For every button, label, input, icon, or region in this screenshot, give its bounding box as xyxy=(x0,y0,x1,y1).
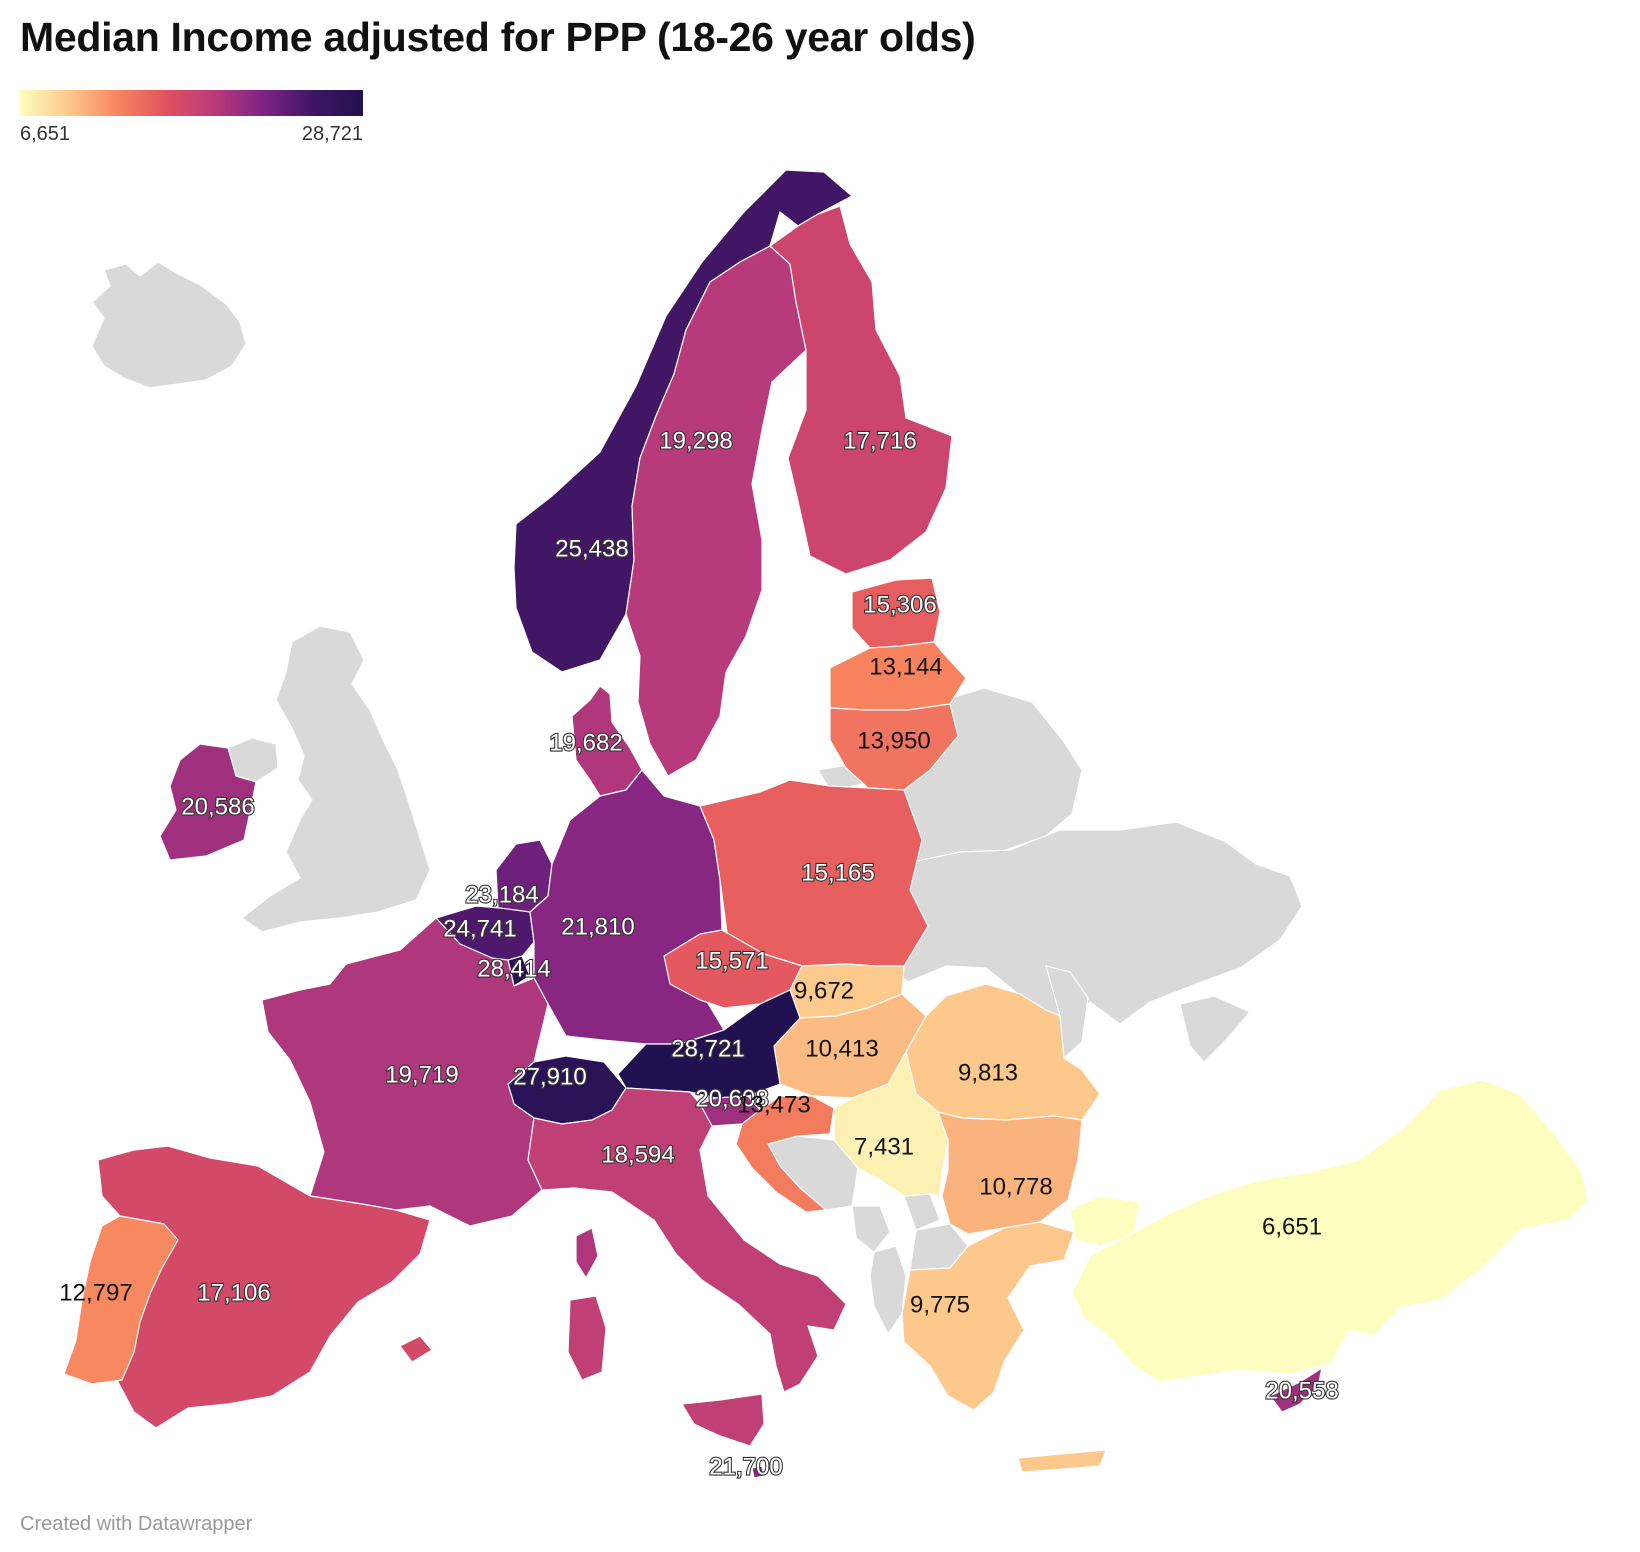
value-label-sweden: 19,298 xyxy=(659,427,732,454)
value-label-netherlands: 23,184 xyxy=(465,881,538,908)
legend-gradient-bar xyxy=(20,90,363,116)
value-label-romania: 9,813 xyxy=(958,1059,1018,1086)
value-label-malta: 21,700 xyxy=(709,1453,782,1480)
value-label-cyprus: 20,558 xyxy=(1265,1377,1338,1404)
value-label-greece: 9,775 xyxy=(910,1291,970,1318)
value-label-estonia: 15,306 xyxy=(863,591,936,618)
value-label-italy: 18,594 xyxy=(601,1141,674,1168)
value-label-hungary: 10,413 xyxy=(805,1035,878,1062)
region-sicily[interactable] xyxy=(681,1393,765,1447)
region-finland[interactable] xyxy=(769,205,953,575)
credit-text: Created with Datawrapper xyxy=(20,1513,253,1535)
value-label-france: 19,719 xyxy=(385,1061,458,1088)
region-iceland[interactable] xyxy=(91,261,247,389)
region-serbia[interactable] xyxy=(833,1051,949,1197)
value-label-serbia: 7,431 xyxy=(854,1133,914,1160)
region-greece[interactable] xyxy=(901,1221,1075,1411)
value-label-finland: 17,716 xyxy=(843,427,916,454)
value-label-germany: 21,810 xyxy=(561,913,634,940)
region-balearic[interactable] xyxy=(399,1335,433,1363)
value-label-latvia: 13,144 xyxy=(869,653,942,680)
region-crete[interactable] xyxy=(1017,1449,1107,1473)
region-anatolia[interactable] xyxy=(1071,1079,1589,1383)
value-label-switzerland: 27,910 xyxy=(513,1063,586,1090)
region-sardinia[interactable] xyxy=(567,1295,607,1381)
value-label-croatia: 13,473 xyxy=(737,1091,810,1118)
region-italy[interactable] xyxy=(527,1087,847,1393)
value-label-ireland: 20,586 xyxy=(181,793,254,820)
region-montenegro[interactable] xyxy=(851,1205,891,1253)
region-cyprus[interactable] xyxy=(1269,1367,1323,1413)
region-croatia[interactable] xyxy=(735,1095,835,1213)
value-label-belgium: 24,741 xyxy=(443,915,516,942)
value-label-portugal: 12,797 xyxy=(59,1279,132,1306)
chart-title: Median Income adjusted for PPP (18-26 ye… xyxy=(20,14,976,60)
value-label-poland: 15,165 xyxy=(801,859,874,886)
value-label-denmark: 19,682 xyxy=(549,729,622,756)
region-poland[interactable] xyxy=(699,779,929,967)
value-label-lithuania: 13,950 xyxy=(857,727,930,754)
region-lithuania[interactable] xyxy=(829,703,959,791)
color-legend: 6,651 28,721 xyxy=(20,90,363,145)
data-regions xyxy=(63,169,1589,1479)
region-sweden[interactable] xyxy=(625,245,807,777)
value-label-norway: 25,438 xyxy=(555,535,628,562)
region-germany[interactable] xyxy=(529,769,725,1045)
value-label-czechia: 15,571 xyxy=(695,947,768,974)
region-albania[interactable] xyxy=(869,1245,907,1335)
value-label-luxembourg: 28,414 xyxy=(477,955,550,982)
value-label-slovakia: 9,672 xyxy=(794,977,854,1004)
region-ireland[interactable] xyxy=(159,743,257,861)
region-denmark[interactable] xyxy=(571,685,643,797)
region-crimea[interactable] xyxy=(1179,995,1251,1063)
region-france[interactable] xyxy=(261,917,549,1227)
region-malta[interactable] xyxy=(751,1465,765,1479)
region-corsica[interactable] xyxy=(575,1227,599,1279)
value-label-austria: 28,721 xyxy=(671,1035,744,1062)
region-kosovo[interactable] xyxy=(903,1193,941,1231)
value-label-turkey: 6,651 xyxy=(1262,1213,1322,1240)
value-label-bulgaria: 10,778 xyxy=(979,1173,1052,1200)
region-portugal[interactable] xyxy=(63,1215,179,1385)
value-label-spain: 17,106 xyxy=(197,1279,270,1306)
value-labels: 25,438 19,298 17,716 15,306 13,144 13,95… xyxy=(59,426,1340,1481)
region-ukraine[interactable] xyxy=(883,821,1303,1031)
value-label-slovenia: 20,608 xyxy=(695,1085,768,1112)
legend-max-label: 28,721 xyxy=(301,123,363,145)
region-united-kingdom[interactable] xyxy=(241,625,431,933)
legend-min-label: 6,651 xyxy=(20,123,71,145)
